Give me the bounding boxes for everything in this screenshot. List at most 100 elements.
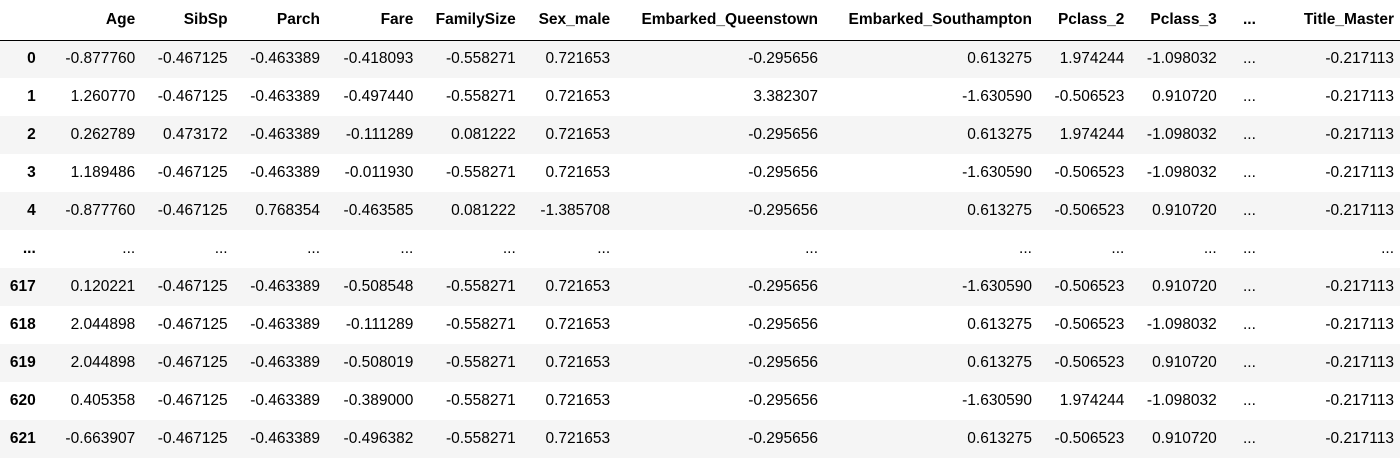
cell-sex-male: 0.721653 bbox=[545, 392, 611, 409]
cell-fare: -0.389000 bbox=[343, 392, 414, 409]
cell-parch: -0.463389 bbox=[250, 50, 320, 68]
cell-parch: -0.463389 bbox=[250, 354, 320, 371]
cell-sibsp: -0.467125 bbox=[157, 202, 228, 219]
cell-sex-male: 0.721653 bbox=[545, 278, 611, 295]
cell-age: 0.405358 bbox=[70, 392, 136, 409]
cell-embarked-southampton: 0.613275 bbox=[967, 354, 1032, 371]
row-index: 2 bbox=[27, 126, 36, 143]
row-index: 621 bbox=[9, 430, 36, 447]
cell-fare: -0.497440 bbox=[343, 88, 414, 105]
cell-embarked-queenstown: 3.382307 bbox=[753, 88, 819, 105]
cell-ellipsis: ... bbox=[1243, 354, 1256, 371]
cell-age: -0.877760 bbox=[65, 50, 136, 68]
cell-pclass-3: -1.098032 bbox=[1146, 316, 1217, 333]
column-header-age: Age bbox=[49, 0, 142, 41]
table-row: 619 2.044898 -0.467125 -0.463389 -0.508019 -0… bbox=[0, 344, 1400, 382]
cell-familysize: 0.081222 bbox=[451, 202, 516, 219]
index-header bbox=[0, 0, 50, 41]
cell-pclass-2: -0.506523 bbox=[1054, 354, 1125, 371]
cell-pclass-2: 1.974244 bbox=[1059, 50, 1125, 68]
cell-title-master: ... bbox=[1381, 240, 1394, 257]
table-row: 3 1.189486 -0.467125 -0.463389 -0.011930 -0.5… bbox=[0, 154, 1400, 192]
cell-pclass-3: -1.098032 bbox=[1146, 164, 1217, 181]
cell-sibsp: -0.467125 bbox=[157, 164, 228, 181]
cell-familysize: 0.081222 bbox=[451, 126, 516, 143]
cell-fare: -0.111289 bbox=[345, 126, 414, 143]
cell-embarked-southampton: -1.630590 bbox=[962, 164, 1032, 181]
cell-pclass-3: 0.910720 bbox=[1152, 278, 1217, 295]
cell-sex-male: 0.721653 bbox=[545, 354, 611, 371]
cell-embarked-queenstown: -0.295656 bbox=[748, 50, 819, 68]
header-row: Age SibSp Parch Fare FamilySize Sex_male Embar… bbox=[0, 0, 1400, 41]
cell-embarked-southampton: -1.630590 bbox=[962, 392, 1032, 409]
cell-parch: -0.463389 bbox=[250, 126, 320, 143]
cell-parch: -0.463389 bbox=[250, 392, 320, 409]
cell-parch: -0.463389 bbox=[250, 316, 320, 333]
cell-parch: ... bbox=[307, 240, 320, 257]
cell-fare: -0.111289 bbox=[345, 316, 414, 333]
cell-pclass-3: -1.098032 bbox=[1146, 392, 1217, 409]
table-row: 4 -0.877760 -0.467125 0.768354 -0.463585 0.08… bbox=[0, 192, 1400, 230]
column-header-pclass-2: Pclass_2 bbox=[1037, 0, 1131, 41]
cell-age: 1.260770 bbox=[70, 88, 136, 105]
cell-embarked-queenstown: -0.295656 bbox=[748, 202, 819, 219]
column-header-sibsp: SibSp bbox=[141, 0, 234, 41]
cell-age: 2.044898 bbox=[70, 354, 136, 371]
cell-age: -0.877760 bbox=[65, 202, 136, 219]
column-header-ellipsis: ... bbox=[1222, 0, 1262, 41]
cell-fare: -0.508019 bbox=[343, 354, 414, 371]
cell-title-master: -0.217113 bbox=[1325, 50, 1394, 68]
cell-pclass-3: 0.910720 bbox=[1152, 430, 1217, 447]
cell-ellipsis: ... bbox=[1243, 240, 1256, 257]
cell-pclass-2: -0.506523 bbox=[1054, 430, 1125, 447]
cell-embarked-southampton: 0.613275 bbox=[967, 316, 1032, 333]
cell-pclass-3: -1.098032 bbox=[1146, 50, 1217, 68]
cell-embarked-southampton: 0.613275 bbox=[967, 50, 1032, 68]
cell-title-master: -0.217113 bbox=[1325, 354, 1394, 371]
row-index: 1 bbox=[27, 88, 36, 105]
cell-ellipsis: ... bbox=[1243, 88, 1256, 105]
cell-embarked-queenstown: ... bbox=[805, 240, 819, 257]
cell-familysize: -0.558271 bbox=[445, 316, 516, 333]
cell-sex-male: 0.721653 bbox=[545, 164, 611, 181]
cell-embarked-southampton: 0.613275 bbox=[967, 430, 1032, 447]
cell-sibsp: -0.467125 bbox=[157, 316, 228, 333]
cell-age: 0.120221 bbox=[70, 278, 136, 295]
row-index: ... bbox=[22, 240, 36, 257]
cell-sex-male: 0.721653 bbox=[545, 430, 611, 447]
cell-pclass-3: 0.910720 bbox=[1152, 88, 1217, 105]
cell-familysize: -0.558271 bbox=[445, 164, 516, 181]
row-index: 0 bbox=[27, 50, 36, 68]
cell-title-master: -0.217113 bbox=[1325, 126, 1394, 143]
cell-sex-male: 0.721653 bbox=[545, 50, 611, 68]
cell-sibsp: -0.467125 bbox=[157, 50, 228, 68]
column-header-fare: Fare bbox=[326, 0, 420, 41]
cell-title-master: -0.217113 bbox=[1325, 430, 1394, 447]
cell-sex-male: 0.721653 bbox=[545, 126, 611, 143]
column-header-pclass-3: Pclass_3 bbox=[1130, 0, 1223, 41]
cell-pclass-3: 0.910720 bbox=[1152, 202, 1217, 219]
cell-embarked-southampton: 0.613275 bbox=[967, 126, 1032, 143]
cell-familysize: -0.558271 bbox=[445, 392, 516, 409]
cell-parch: -0.463389 bbox=[250, 278, 320, 295]
cell-sibsp: -0.467125 bbox=[157, 392, 228, 409]
cell-familysize: ... bbox=[502, 240, 516, 257]
cell-sibsp: ... bbox=[214, 240, 228, 257]
cell-familysize: -0.558271 bbox=[445, 278, 516, 295]
cell-age: -0.663907 bbox=[65, 430, 136, 447]
cell-pclass-2: -0.506523 bbox=[1054, 88, 1125, 105]
column-header-parch: Parch bbox=[233, 0, 326, 41]
cell-embarked-queenstown: -0.295656 bbox=[748, 392, 819, 409]
cell-ellipsis: ... bbox=[1243, 50, 1256, 68]
column-header-title-master: Title_Master bbox=[1261, 0, 1400, 41]
table-row: 0 -0.877760 -0.467125 -0.463389 -0.418093 -0.… bbox=[0, 40, 1400, 78]
cell-fare: ... bbox=[400, 240, 414, 257]
cell-age: 1.189486 bbox=[70, 164, 136, 181]
cell-embarked-queenstown: -0.295656 bbox=[748, 354, 819, 371]
cell-parch: 0.768354 bbox=[255, 202, 320, 219]
cell-age: 2.044898 bbox=[70, 316, 136, 333]
cell-sex-male: -1.385708 bbox=[540, 202, 611, 219]
row-index: 620 bbox=[9, 392, 36, 409]
